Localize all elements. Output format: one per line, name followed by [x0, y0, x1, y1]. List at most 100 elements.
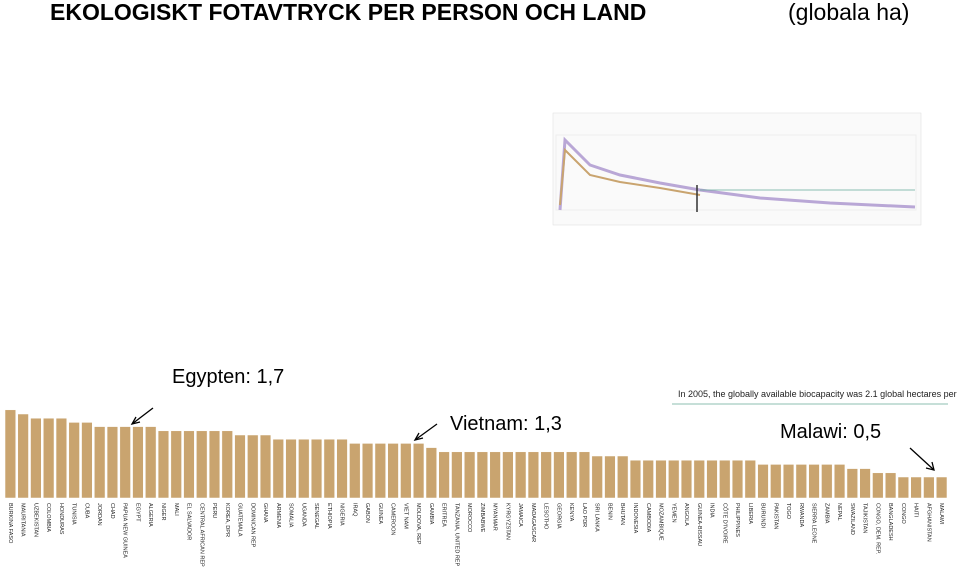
annotation: Egypten: 1,7 — [172, 366, 284, 388]
bar — [272, 438, 284, 499]
bar — [259, 434, 272, 499]
bar — [310, 438, 323, 499]
x-tick-label: CHAD — [109, 503, 115, 519]
x-tick-label: SOMALIA — [288, 503, 294, 528]
bar — [744, 459, 756, 499]
thumbnail-chart — [552, 112, 922, 226]
title-unit: (globala ha) — [788, 0, 909, 25]
x-tick-label: TOGO — [785, 503, 791, 520]
x-tick-label: GUATEMALA — [237, 503, 243, 537]
x-tick-label: IRAQ — [351, 503, 357, 517]
bar — [387, 443, 399, 499]
bar — [706, 459, 718, 499]
x-tick-label: PAKISTAN — [772, 503, 778, 529]
x-tick-label: MAURITANIA — [20, 503, 26, 537]
x-tick-label: CENTRAL AFRICAN REP — [198, 503, 204, 567]
bar — [55, 417, 68, 499]
plot: BURKINA FASO MAURITANIA UZBEKISTAN COLOMBIA… — [4, 409, 948, 567]
bar — [119, 426, 131, 499]
x-tick-label: MYANMAR — [492, 503, 498, 531]
bar — [336, 438, 348, 499]
x-tick-label: MALAWI — [938, 503, 944, 525]
x-tick-label: GAMBIA — [428, 503, 434, 525]
bar — [451, 451, 463, 499]
x-tick-label: YEMEN — [670, 503, 676, 523]
bar — [247, 434, 259, 499]
x-tick-label: BURKINA FASO — [7, 503, 13, 544]
x-tick-label: DOMINICAN REP — [249, 503, 255, 548]
x-tick-label: LESOTHO — [543, 503, 549, 530]
bar — [553, 451, 565, 499]
x-tick-label: NIGER — [160, 503, 166, 520]
x-tick-label: NEPAL — [836, 503, 842, 521]
x-tick-label: SIERRA LEONE — [811, 503, 817, 544]
bar — [145, 426, 157, 499]
x-tick-label: TANZANIA, UNITED REP — [453, 503, 459, 566]
bar — [170, 430, 182, 499]
x-tick-label: ETHIOPIA — [326, 503, 332, 529]
x-tick-label: ZAMBIA — [823, 503, 829, 524]
bar — [757, 464, 769, 499]
bar — [81, 422, 93, 499]
bar — [438, 451, 450, 499]
bar — [808, 464, 820, 499]
bar — [591, 455, 603, 499]
bar — [132, 426, 144, 499]
bar — [693, 459, 705, 499]
bar — [196, 430, 208, 499]
bar — [566, 451, 578, 499]
bar — [936, 476, 948, 499]
bar — [17, 413, 29, 499]
annotation: Malawi: 0,5 — [780, 421, 881, 443]
bar — [183, 430, 195, 499]
bar — [629, 459, 642, 499]
bar — [719, 459, 731, 499]
bar — [30, 417, 42, 499]
x-tick-label: ANGOLA — [683, 503, 689, 526]
x-tick-label: EGYPT — [134, 503, 140, 522]
x-tick-label: CÔTE D'IVOIRE — [721, 503, 728, 544]
x-tick-label: LIBERIA — [747, 503, 753, 524]
x-tick-label: MALI — [173, 503, 179, 516]
x-tick-label: SWAZILAND — [849, 503, 855, 535]
x-tick-label: GUINEA-BISSAU — [696, 503, 702, 546]
x-tick-label: SRI LANKA — [594, 503, 600, 532]
x-tick-label: BANGLADESH — [887, 503, 893, 541]
bar — [4, 409, 16, 499]
bar — [502, 451, 514, 499]
x-tick-label: EL SALVADOR — [186, 503, 192, 540]
x-tick-label: JORDAN — [96, 503, 102, 526]
x-tick-label: CAMEROON — [390, 503, 396, 535]
x-tick-label: PHILIPPINES — [734, 503, 740, 537]
bar — [668, 459, 680, 499]
bar — [604, 455, 616, 499]
bar — [642, 459, 654, 499]
bar — [94, 426, 106, 499]
bar — [349, 443, 361, 499]
x-tick-label: MOLDOVA, REP — [415, 503, 421, 545]
x-tick-label: MADAGASCAR — [530, 503, 536, 542]
bar — [527, 451, 540, 499]
x-tick-label: BENIN — [606, 503, 612, 520]
bar — [795, 464, 807, 499]
x-tick-label: KOREA, DPR — [224, 503, 230, 537]
bar — [43, 417, 55, 499]
x-tick-label: TUNISIA — [71, 503, 77, 525]
bar — [897, 476, 909, 499]
x-tick-label: TAJIKISTAN — [862, 503, 868, 533]
x-tick-label: LAO PDR — [581, 503, 587, 527]
x-tick-label: ZIMBABWE — [479, 503, 485, 533]
x-tick-label: ERITREA — [441, 503, 447, 527]
annotation: Vietnam: 1,3 — [450, 413, 562, 435]
bar — [884, 472, 897, 499]
bar — [374, 443, 386, 499]
bar — [923, 476, 935, 499]
note: In 2005, the globally available biocapac… — [678, 389, 959, 399]
bar — [540, 451, 552, 499]
bar — [617, 455, 629, 499]
x-tick-label: CONGO, DEM. REP. — [874, 503, 880, 555]
arrows — [130, 407, 935, 471]
bar — [655, 459, 667, 499]
bar — [859, 468, 871, 499]
